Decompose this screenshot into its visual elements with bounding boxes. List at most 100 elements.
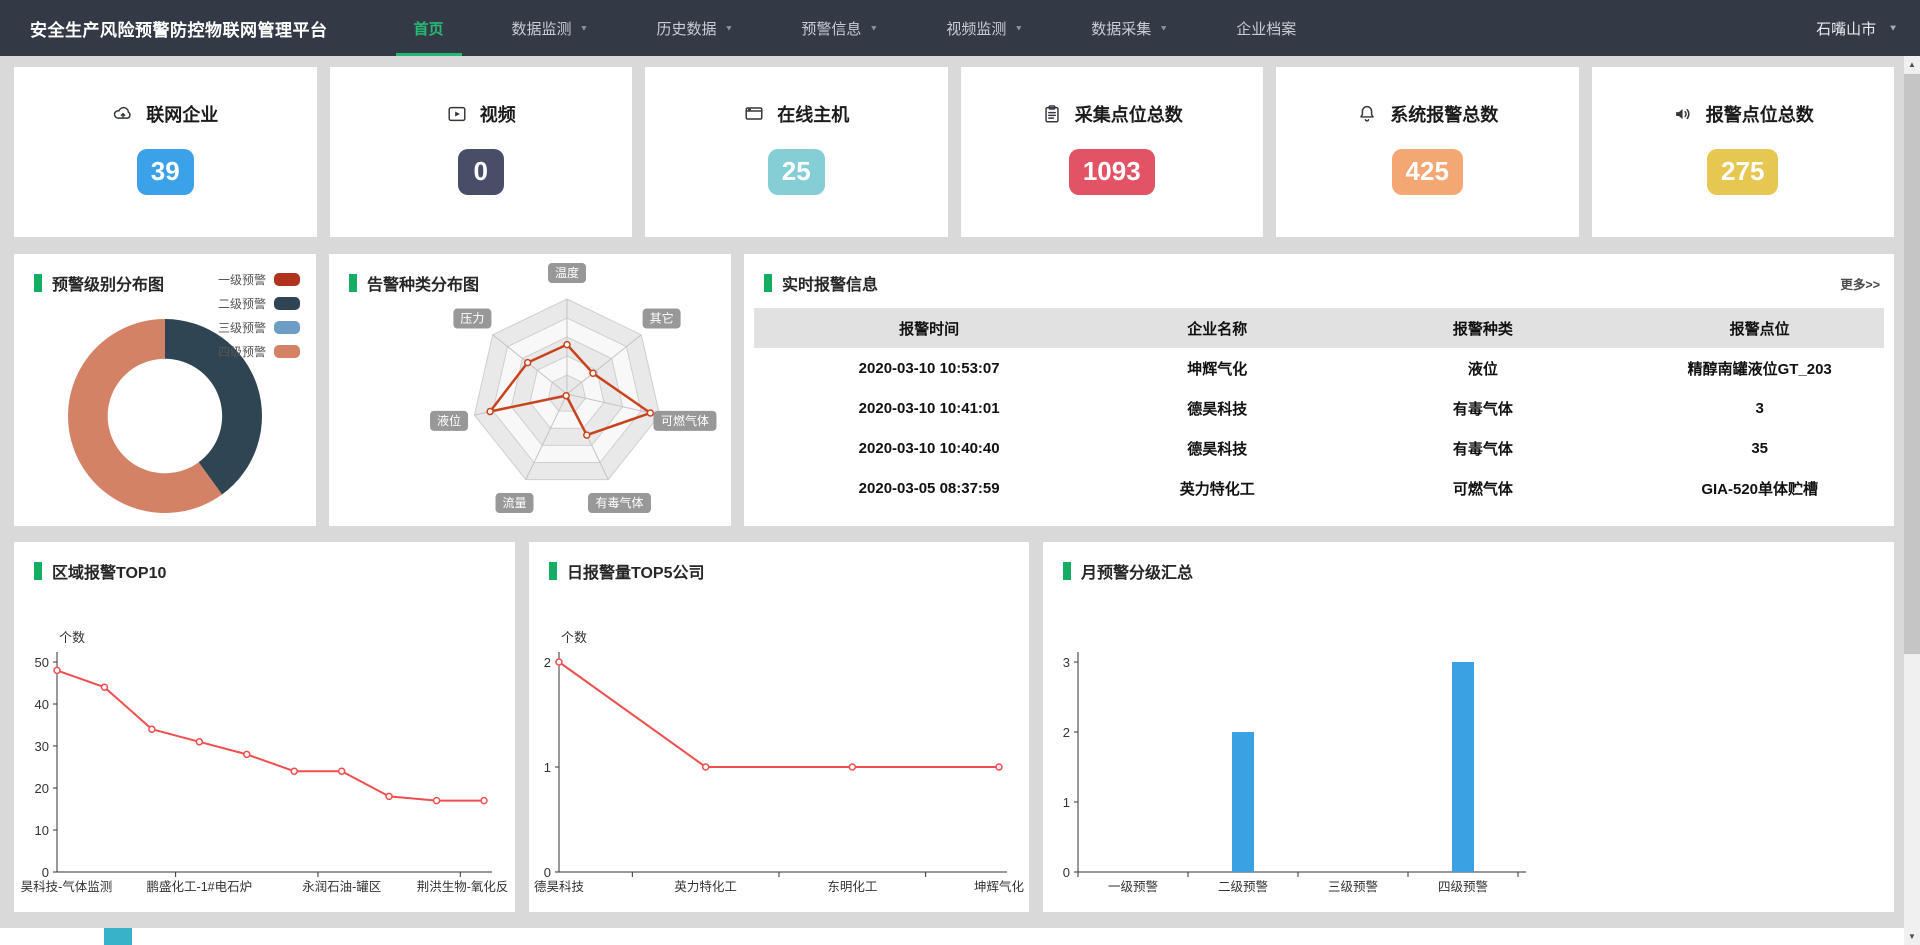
- svg-text:坤辉气化: 坤辉气化: [974, 879, 1025, 894]
- legend-color-chip: [274, 320, 300, 334]
- svg-text:四级预警: 四级预警: [1438, 879, 1488, 894]
- panel-title-alarm-type: 告警种类分布图: [349, 271, 731, 295]
- svg-text:0: 0: [1063, 865, 1070, 880]
- stat-card-head: 在线主机: [743, 101, 849, 127]
- realtime-alarm-table: 报警时间 企业名称 报警种类 报警点位 2020-03-10 10:53:07 坤辉气化 液…: [754, 308, 1884, 508]
- table-cell: 2020-03-05 08:37:59: [858, 479, 1000, 497]
- svg-text:鹏盛化工-1#电石炉: 鹏盛化工-1#电石炉: [147, 879, 253, 894]
- legend-item-二级预警[interactable]: 二级预警: [218, 291, 300, 315]
- stat-card-head: 联网企业: [112, 101, 218, 127]
- stat-card-value-badge: 1093: [1068, 149, 1155, 195]
- stat-card-label: 采集点位总数: [1074, 105, 1183, 125]
- nav-item-label: 历史数据: [656, 20, 717, 38]
- table-row[interactable]: 2020-03-10 10:53:07 坤辉气化 液位 精醇南罐液位GT_203: [754, 348, 1884, 388]
- svg-text:二级预警: 二级预警: [1218, 879, 1268, 894]
- svg-text:50: 50: [35, 655, 49, 670]
- svg-text:1: 1: [544, 760, 551, 775]
- svg-text:20: 20: [35, 781, 49, 796]
- panel-title-text: 日报警量TOP5公司: [567, 565, 705, 582]
- svg-text:压力: 压力: [460, 312, 484, 326]
- svg-text:一级预警: 一级预警: [1108, 879, 1158, 894]
- table-cell: 35: [1751, 439, 1769, 457]
- table-row[interactable]: 2020-03-05 08:37:59 英力特化工 可燃气体 GIA-520单体贮槽: [754, 468, 1884, 508]
- nav-item-首页[interactable]: 首页: [380, 0, 478, 56]
- vertical-scrollbar[interactable]: ▲ ▼: [1904, 56, 1920, 945]
- svg-text:三级预警: 三级预警: [1328, 879, 1378, 894]
- svg-text:流量: 流量: [502, 496, 526, 510]
- stat-card-value-badge: 0: [457, 149, 504, 195]
- nav-item-历史数据[interactable]: 历史数据 ▼: [622, 0, 767, 56]
- cloud-link-icon: [112, 103, 134, 125]
- bottom-row: 区域报警TOP10 0 10 20 30 40 50 个数 昊科技-气体监测 鹏盛化工-1#电石…: [14, 542, 1894, 912]
- svg-text:有毒气体: 有毒气体: [595, 495, 643, 510]
- table-row[interactable]: 2020-03-10 10:41:01 德昊科技 有毒气体 3: [754, 388, 1884, 428]
- nav-item-label: 数据采集: [1091, 20, 1152, 38]
- panel-title-daily-top5: 日报警量TOP5公司: [549, 559, 1029, 583]
- svg-text:0: 0: [42, 865, 49, 880]
- legend-label: 二级预警: [217, 296, 266, 311]
- stat-card-采集点位总数: 采集点位总数 1093: [960, 67, 1263, 237]
- green-title-marker: [34, 562, 42, 580]
- nav-item-企业档案[interactable]: 企业档案: [1202, 0, 1330, 56]
- top-nav: 安全生产风险预警防控物联网管理平台 首页 数据监测 ▼ 历史数据 ▼ 预警信息 ▼ 视频监测 ▼…: [0, 0, 1920, 56]
- region-selector[interactable]: 石嘴山市 ▼: [1816, 18, 1898, 39]
- stat-card-label: 视频: [479, 105, 516, 125]
- nav-item-数据监测[interactable]: 数据监测 ▼: [478, 0, 623, 56]
- chevron-down-icon: ▼: [869, 23, 879, 33]
- legend-color-chip: [274, 344, 300, 358]
- nav-item-视频监测[interactable]: 视频监测 ▼: [912, 0, 1057, 56]
- legend-label: 一级预警: [217, 272, 266, 287]
- scroll-up-arrow-icon[interactable]: ▲: [1908, 60, 1916, 69]
- stat-card-value-badge: 39: [136, 149, 194, 195]
- bell-icon: [1356, 103, 1378, 125]
- svg-text:东明化工: 东明化工: [827, 880, 877, 894]
- warning-level-panel: 预警级别分布图 一级预警 二级预警 三级预警 四级预警: [14, 254, 316, 526]
- stat-card-label: 报警点位总数: [1705, 105, 1814, 125]
- stat-card-label: 系统报警总数: [1390, 105, 1499, 125]
- stat-card-value-badge: 25: [767, 149, 825, 195]
- stat-cards-row: 联网企业 39 视频 0 在线主机 25 采集点位总数 1093 系统报警总数 425 报警点位总数…: [14, 67, 1894, 237]
- panel-title-text: 实时报警信息: [782, 277, 879, 294]
- legend-color-chip: [274, 296, 300, 310]
- warning-level-donut-chart: [68, 319, 263, 513]
- green-title-marker: [1063, 562, 1071, 580]
- alarm-type-panel: 告警种类分布图 温度 其它 可燃气体 有毒气体 流量 液位 压力: [329, 254, 731, 526]
- more-link[interactable]: 更多>>: [1840, 278, 1880, 292]
- table-cell: 德昊科技: [1187, 440, 1248, 458]
- nav-item-label: 数据监测: [511, 20, 572, 38]
- monthly-summary-panel: 月预警分级汇总 0 1 2 3 一级预警 二级预警 三级预警 四级预警: [1043, 542, 1894, 912]
- clipboard-icon: [1041, 103, 1063, 125]
- chevron-down-icon: ▼: [1888, 23, 1898, 33]
- legend-label: 四级预警: [217, 344, 266, 359]
- svg-text:10: 10: [35, 823, 49, 838]
- chevron-down-icon: ▼: [1159, 23, 1169, 33]
- nav-item-预警信息[interactable]: 预警信息 ▼: [767, 0, 912, 56]
- panel-title-text: 区域报警TOP10: [52, 565, 167, 582]
- legend-item-三级预警[interactable]: 三级预警: [218, 315, 300, 339]
- scrollbar-thumb[interactable]: [1904, 74, 1920, 654]
- table-cell: 2020-03-10 10:40:40: [858, 439, 1000, 457]
- panel-title-text: 告警种类分布图: [367, 277, 480, 294]
- svg-text:其它: 其它: [650, 311, 674, 326]
- next-section-accent-block: [104, 928, 132, 945]
- column-header: 企业名称: [1187, 320, 1248, 338]
- nav-item-label: 视频监测: [946, 20, 1007, 38]
- table-row[interactable]: 2020-03-10 10:40:40 德昊科技 有毒气体 35: [754, 428, 1884, 468]
- table-header-row: 报警时间 企业名称 报警种类 报警点位: [754, 308, 1884, 348]
- scroll-down-arrow-icon[interactable]: ▼: [1908, 932, 1916, 941]
- svg-text:个数: 个数: [561, 630, 587, 645]
- table-cell: 精醇南罐液位GT_203: [1687, 360, 1832, 378]
- nav-item-数据采集[interactable]: 数据采集 ▼: [1057, 0, 1202, 56]
- stat-card-报警点位总数: 报警点位总数 275: [1591, 67, 1894, 237]
- table-cell: 德昊科技: [1187, 400, 1248, 418]
- panel-title-realtime: 实时报警信息: [764, 271, 1894, 295]
- svg-text:3: 3: [1063, 655, 1070, 670]
- stat-card-value-badge: 425: [1391, 149, 1463, 195]
- legend-item-一级预警[interactable]: 一级预警: [218, 267, 300, 291]
- region-label: 石嘴山市: [1816, 20, 1877, 38]
- legend-item-四级预警[interactable]: 四级预警: [218, 339, 300, 363]
- svg-text:温度: 温度: [555, 265, 579, 280]
